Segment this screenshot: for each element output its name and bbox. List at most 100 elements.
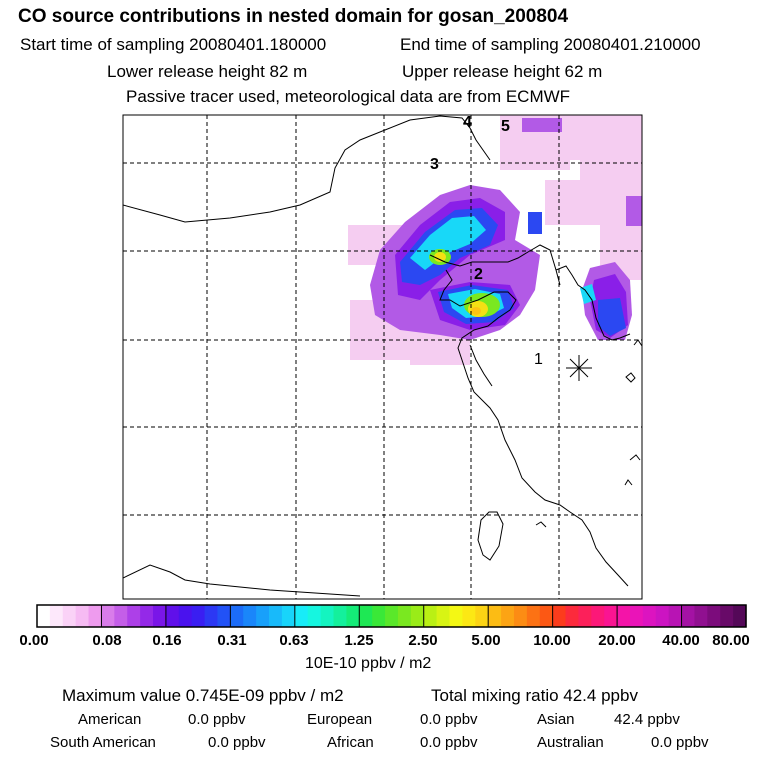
colorbar-swatch: [127, 605, 141, 627]
colorbar-swatch: [346, 605, 360, 627]
colorbar-swatch: [488, 605, 502, 627]
colorbar-swatch: [372, 605, 386, 627]
colorbar-tick: 0.16: [152, 632, 182, 649]
colorbar-swatch: [617, 605, 631, 627]
colorbar-swatch: [230, 605, 244, 627]
receptor-marker: [566, 355, 592, 381]
colorbar-swatch: [655, 605, 670, 627]
colorbar-swatch: [733, 605, 747, 627]
colorbar-swatch: [397, 605, 412, 627]
colorbar-swatch: [681, 605, 696, 627]
australian-label: Australian: [537, 734, 604, 751]
colorbar-swatch: [539, 605, 554, 627]
american-value: 0.0 ppbv: [188, 711, 246, 728]
colorbar-swatch: [565, 605, 580, 627]
colorbar-tick: 0.00: [19, 632, 49, 649]
european-label: European: [307, 711, 373, 728]
colorbar-swatch: [75, 605, 90, 627]
lower-release-height: Lower release height 82 m: [107, 62, 308, 81]
coastlines: [123, 115, 642, 597]
graticule: [123, 115, 642, 599]
colorbar-swatch: [101, 605, 115, 627]
colorbar-swatch: [88, 605, 103, 627]
colorbar-swatch: [694, 605, 708, 627]
colorbar-swatch: [49, 605, 64, 627]
colorbar-tick: 0.31: [217, 632, 247, 649]
colorbar-swatches: [37, 605, 747, 627]
colorbar-swatch: [604, 605, 618, 627]
colorbar-swatch: [501, 605, 515, 627]
end-time: End time of sampling 20080401.210000: [400, 35, 701, 54]
point-label-2: 2: [474, 266, 483, 283]
colorbar-swatch: [333, 605, 347, 627]
plot-title: CO source contributions in nested domain…: [18, 6, 569, 27]
colorbar-tick: 20.00: [598, 632, 636, 649]
colorbar-swatch: [526, 605, 541, 627]
colorbar-tick: 40.00: [662, 632, 700, 649]
colorbar-units: 10E-10 ppbv / m2: [305, 655, 432, 672]
african-label: African: [327, 734, 374, 751]
colorbar-swatch: [552, 605, 567, 627]
colorbar-swatch: [320, 605, 335, 627]
colorbar-swatch: [165, 605, 180, 627]
south-american-label: South American: [50, 734, 156, 751]
south-american-value: 0.0 ppbv: [208, 734, 266, 751]
colorbar-swatch: [462, 605, 476, 627]
colorbar-swatch: [578, 605, 592, 627]
colorbar-swatch: [140, 605, 154, 627]
colorbar-frame: [36, 604, 747, 628]
colorbar-swatch: [243, 605, 257, 627]
african-value: 0.0 ppbv: [420, 734, 478, 751]
american-label: American: [78, 711, 142, 728]
colorbar-swatch: [668, 605, 683, 627]
colorbar-swatch: [204, 605, 219, 627]
colorbar-swatch: [153, 605, 167, 627]
colorbar-swatch: [281, 605, 296, 627]
colorbar-tick: 1.25: [344, 632, 374, 649]
colorbar-swatch: [114, 605, 128, 627]
asian-value: 42.4 ppbv: [614, 711, 680, 728]
colorbar-swatch: [62, 605, 77, 627]
colorbar-swatch: [217, 605, 231, 627]
concentration-field: [348, 115, 642, 365]
colorbar-tick: 0.08: [92, 632, 122, 649]
colorbar-swatch: [475, 605, 489, 627]
colorbar-swatch: [256, 605, 270, 627]
colorbar-swatch: [436, 605, 451, 627]
start-time: Start time of sampling 20080401.180000: [20, 35, 327, 54]
asian-label: Asian: [537, 711, 575, 728]
colorbar-tick: 80.00: [712, 632, 750, 649]
colorbar-swatch: [629, 605, 644, 627]
map-frame: [122, 114, 643, 600]
colorbar-tick: 2.50: [408, 632, 438, 649]
colorbar-swatch: [385, 605, 399, 627]
colorbar-swatch: [410, 605, 425, 627]
upper-release-height: Upper release height 62 m: [402, 62, 603, 81]
tracer-note: Passive tracer used, meteorological data…: [126, 87, 571, 106]
colorbar-swatch: [269, 605, 283, 627]
colorbar-swatch: [449, 605, 463, 627]
colorbar-swatch: [191, 605, 206, 627]
point-label-4: 4: [463, 114, 472, 131]
colorbar-swatch: [307, 605, 322, 627]
colorbar-swatch: [37, 605, 51, 627]
australian-value: 0.0 ppbv: [651, 734, 709, 751]
colorbar-dividers: [100, 605, 683, 627]
maximum-value: Maximum value 0.745E-09 ppbv / m2: [62, 686, 344, 705]
colorbar-swatch: [178, 605, 193, 627]
point-label-3: 3: [430, 156, 439, 173]
point-label-1: 1: [534, 351, 543, 368]
colorbar-tick: 0.63: [279, 632, 309, 649]
colorbar-swatch: [591, 605, 605, 627]
colorbar-swatch: [423, 605, 438, 627]
total-mixing-ratio: Total mixing ratio 42.4 ppbv: [431, 686, 638, 705]
colorbar-swatch: [720, 605, 734, 627]
colorbar-swatch: [707, 605, 721, 627]
colorbar-swatch: [513, 605, 528, 627]
colorbar-tick: 5.00: [471, 632, 501, 649]
colorbar-swatch: [294, 605, 309, 627]
point-label-5: 5: [501, 118, 510, 135]
colorbar-swatch: [642, 605, 657, 627]
colorbar-tick: 10.00: [533, 632, 571, 649]
